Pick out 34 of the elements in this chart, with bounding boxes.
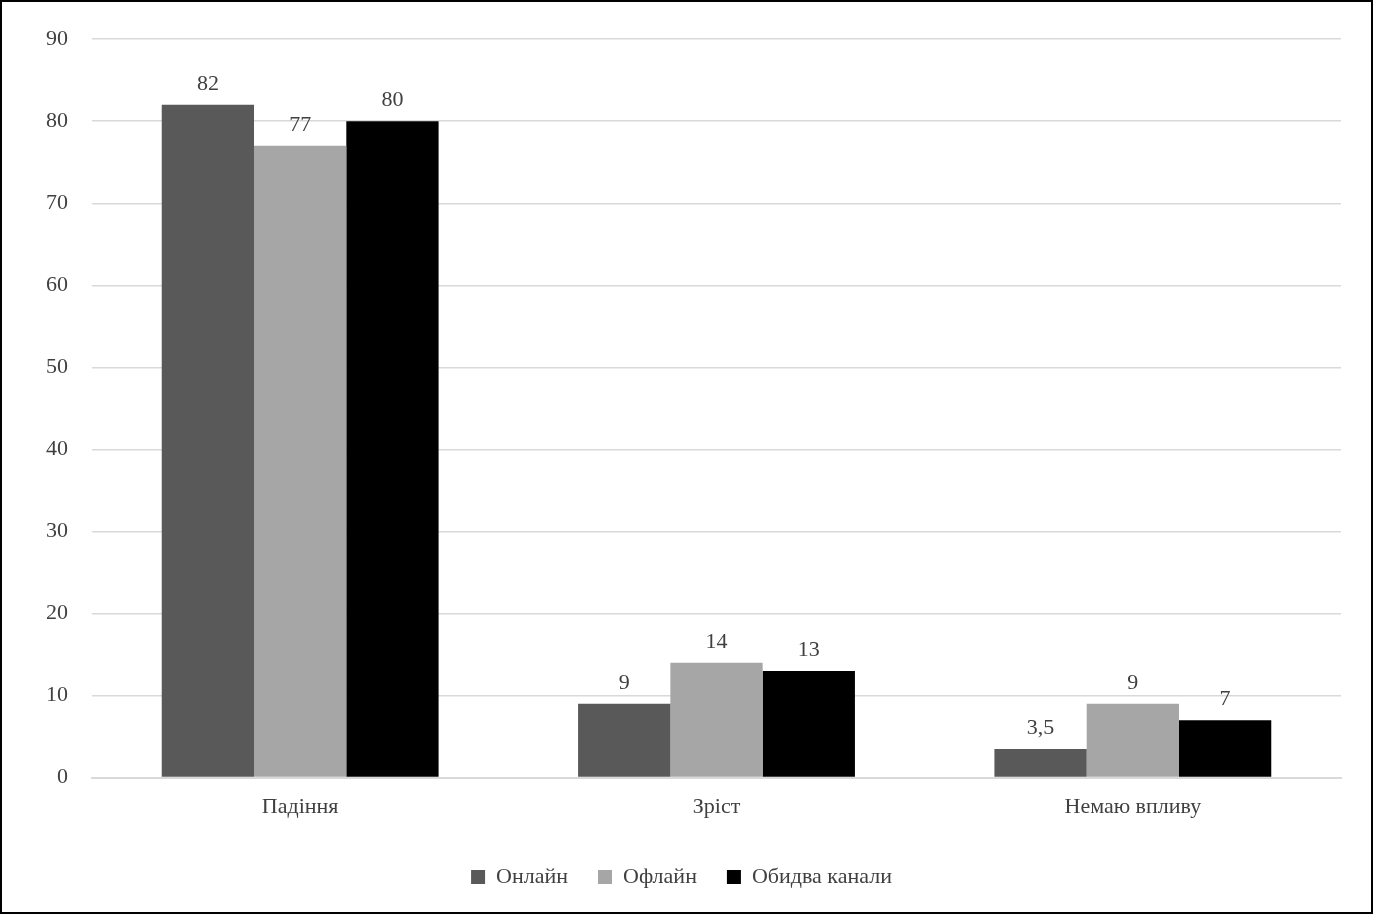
y-tick-label: 40 — [46, 435, 68, 461]
y-tick-label: 10 — [46, 681, 68, 707]
x-tick-label: Зріст — [692, 792, 741, 818]
y-tick-label: 90 — [46, 24, 68, 50]
legend-label: Онлайн — [496, 862, 569, 888]
data-label: 9 — [1127, 668, 1139, 694]
y-tick-label: 20 — [46, 599, 68, 625]
data-label: 9 — [618, 668, 630, 694]
y-tick-label: 70 — [46, 189, 68, 215]
bar — [1086, 703, 1179, 777]
y-tick-label: 0 — [57, 763, 68, 789]
bar — [1178, 720, 1272, 777]
y-tick-label: 50 — [46, 353, 68, 379]
bar — [578, 703, 671, 777]
bar — [161, 104, 255, 777]
legend-label: Обидва канали — [751, 862, 893, 888]
data-label: 7 — [1219, 684, 1231, 710]
data-label: 14 — [705, 627, 728, 653]
data-label: 82 — [196, 69, 219, 95]
bar — [994, 748, 1087, 777]
bar — [670, 662, 763, 777]
legend-label: Офлайн — [623, 862, 698, 888]
data-label: 13 — [797, 635, 820, 661]
data-label: 80 — [381, 86, 404, 112]
y-tick-label: 60 — [46, 271, 68, 297]
data-label: 77 — [289, 110, 312, 136]
data-label: 3,5 — [1026, 713, 1055, 739]
y-tick-label: 30 — [46, 517, 68, 543]
bar — [762, 670, 855, 777]
bar — [254, 145, 347, 777]
y-tick-label: 80 — [46, 107, 68, 133]
bar — [346, 121, 439, 777]
x-tick-label: Падіння — [261, 792, 339, 818]
x-tick-label: Немаю впливу — [1064, 792, 1202, 818]
